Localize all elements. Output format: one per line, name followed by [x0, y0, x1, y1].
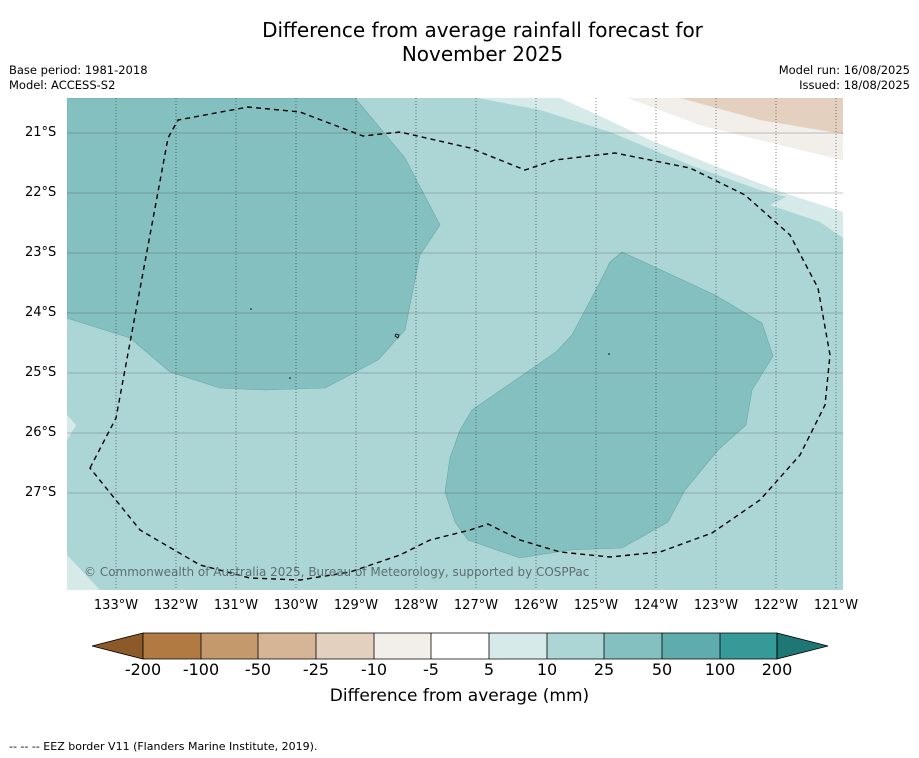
lon-label: 133°W	[93, 598, 139, 613]
run-info: Model run: 16/08/2025 Issued: 18/08/2025	[779, 63, 910, 93]
lat-label: 21°S	[25, 125, 57, 140]
contour-minus-10	[680, 98, 843, 134]
island	[608, 353, 610, 355]
colorbar-segment	[547, 633, 604, 659]
colorbar-segment	[374, 633, 431, 659]
eez-footnote: -- -- -- EEZ border V11 (Flanders Marine…	[9, 740, 318, 753]
lon-label: 122°W	[753, 598, 799, 613]
colorbar-segment	[720, 633, 777, 659]
colorbar-tick: -5	[423, 660, 439, 679]
lon-label: 128°W	[393, 598, 439, 613]
colorbar-tick: -100	[182, 660, 220, 679]
map-title: Difference from average rainfall forecas…	[0, 18, 919, 66]
colorbar-dividers	[142, 632, 778, 660]
colorbar-extend-low	[91, 632, 144, 660]
colorbar-segment	[316, 633, 374, 659]
contour-5-10-lower	[770, 195, 843, 238]
colorbar-extend-high	[776, 632, 829, 660]
colorbar-tick: -200	[124, 660, 162, 679]
lat-label: 22°S	[25, 185, 57, 200]
colorbar-segment	[489, 633, 547, 659]
colorbar-segment	[431, 633, 489, 659]
colorbar-segment	[662, 633, 720, 659]
lon-label: 126°W	[513, 598, 559, 613]
lat-label: 24°S	[25, 305, 57, 320]
colorbar-segment	[604, 633, 662, 659]
contour-sw-light	[67, 415, 76, 440]
lat-label: 26°S	[25, 425, 57, 440]
title-line-2: November 2025	[401, 42, 564, 66]
colorbar-tick: 50	[651, 660, 673, 679]
lon-label: 121°W	[813, 598, 859, 613]
lon-label: 127°W	[453, 598, 499, 613]
island	[250, 308, 252, 310]
lon-label: 124°W	[633, 598, 679, 613]
colorbar-segment	[143, 633, 201, 659]
colorbar-tick: 25	[593, 660, 615, 679]
colorbar	[91, 632, 829, 660]
island	[289, 377, 291, 379]
title-line-1: Difference from average rainfall forecas…	[262, 18, 703, 42]
colorbar-tick: 100	[704, 660, 736, 679]
longitude-gridlines	[115, 98, 837, 590]
contour-5-10	[478, 98, 843, 212]
lon-label: 130°W	[273, 598, 319, 613]
colorbar-tick: 10	[536, 660, 558, 679]
issued-date: Issued: 18/08/2025	[799, 78, 910, 92]
lat-label: 23°S	[25, 245, 57, 260]
model-run: Model run: 16/08/2025	[778, 63, 910, 77]
colorbar-tick: -50	[244, 660, 272, 679]
colorbar-tick: -10	[360, 660, 388, 679]
contour-white	[560, 98, 843, 212]
lat-label: 27°S	[25, 485, 57, 500]
lon-label: 131°W	[213, 598, 259, 613]
island	[394, 333, 400, 339]
colorbar-tick: -25	[302, 660, 330, 679]
lon-label: 123°W	[693, 598, 739, 613]
colorbar-tick: 200	[761, 660, 793, 679]
colorbar-tick: 5	[483, 660, 495, 679]
latitude-gridlines	[67, 132, 843, 494]
contour-25-50-east	[444, 251, 774, 559]
colorbar-segment	[201, 633, 258, 659]
colorbar-label: Difference from average (mm)	[329, 686, 590, 706]
model-name: Model: ACCESS-S2	[9, 78, 116, 92]
copyright-notice: © Commonwealth of Australia 2025, Bureau…	[84, 565, 590, 579]
base-period: Base period: 1981-2018	[9, 63, 148, 77]
lat-label: 25°S	[25, 365, 57, 380]
lon-label: 125°W	[573, 598, 619, 613]
base-info: Base period: 1981-2018 Model: ACCESS-S2	[9, 63, 148, 93]
contour-sw-corner	[67, 555, 100, 590]
eez-border	[89, 106, 831, 581]
contour-25-50-west	[67, 98, 441, 391]
lon-label: 129°W	[333, 598, 379, 613]
colorbar-segment	[258, 633, 316, 659]
lon-label: 132°W	[153, 598, 199, 613]
